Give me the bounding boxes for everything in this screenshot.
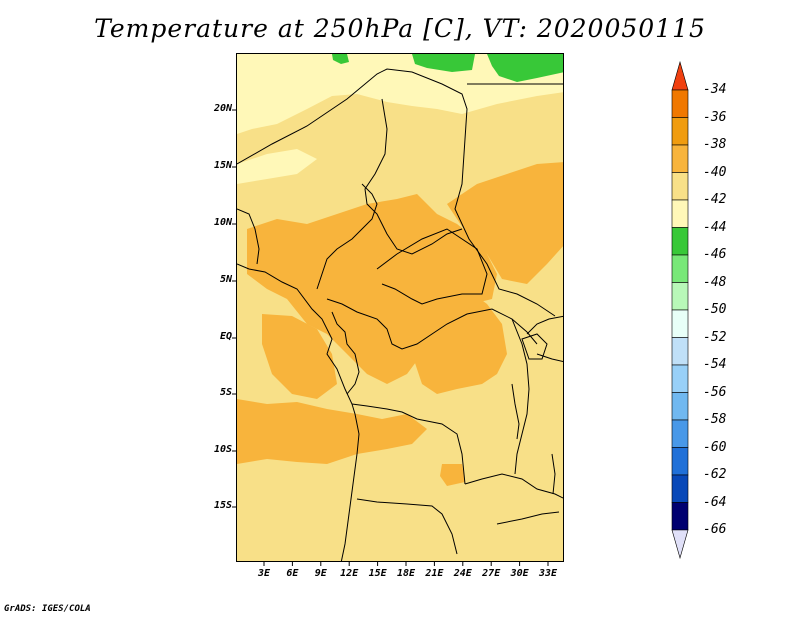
border-north-central — [364, 98, 463, 255]
border-zambia — [464, 473, 563, 499]
grads-credit: GrADS: IGES/COLA — [4, 604, 91, 614]
lake-malawi — [551, 453, 556, 495]
lon-label: 33E — [538, 568, 558, 579]
lat-label: 20N — [213, 103, 232, 114]
colorbar-band — [671, 199, 689, 228]
colorbar-band — [671, 254, 689, 283]
lon-label: 15E — [368, 568, 387, 579]
warm-band-west — [262, 314, 337, 399]
lat-label: 10S — [213, 444, 232, 455]
colorbar-label: -48 — [703, 274, 727, 290]
coastline-west — [237, 263, 360, 561]
colorbar-band — [671, 392, 689, 421]
lat-label: EQ — [219, 331, 232, 342]
lake-tanganyika — [511, 383, 520, 440]
colorbar-band — [671, 172, 689, 201]
colorbar-band — [671, 227, 689, 256]
colorbar-label: -34 — [703, 82, 727, 97]
warm-band-northeast — [447, 162, 563, 284]
map-title: Temperature at 250hPa [C], VT: 202005011… — [94, 14, 706, 43]
colorbar-label: -54 — [703, 357, 727, 372]
colorbar-band — [671, 419, 689, 448]
lon-label: 12E — [340, 568, 359, 579]
lon-label: 6E — [286, 568, 299, 579]
border-east-1 — [526, 315, 563, 335]
colorbar-label: -58 — [703, 412, 727, 427]
lon-label: 18E — [396, 568, 416, 579]
colorbar-band — [671, 144, 689, 173]
colorbar-label: -44 — [703, 219, 727, 235]
border-east-2 — [536, 353, 563, 363]
colorbar-label: -38 — [703, 137, 727, 152]
green-patch-left — [332, 54, 349, 64]
colorbar-label: -52 — [703, 329, 727, 345]
border-angola-north — [351, 403, 466, 485]
border-mozambique — [496, 511, 560, 525]
lake-victoria — [521, 333, 548, 360]
lon-label: 21E — [425, 568, 444, 579]
border-car — [376, 228, 488, 305]
green-patch-top — [412, 54, 475, 72]
lat-label: 5S — [219, 387, 232, 398]
warm-band-central — [247, 194, 497, 384]
colorbar-band — [671, 309, 689, 338]
colorbar-label: -56 — [703, 384, 727, 400]
lon-label: 30E — [510, 568, 529, 579]
colorbar-band — [671, 89, 689, 118]
border-congo-north — [326, 298, 538, 350]
colorbar-label: -36 — [703, 109, 727, 125]
colorbar-bottom-arrow — [671, 529, 689, 560]
warm-patch-south — [440, 464, 465, 486]
country-borders — [237, 68, 563, 561]
lat-label: 15N — [213, 160, 232, 171]
colorbar-label: -64 — [703, 494, 727, 510]
colorbar — [671, 60, 689, 560]
warm-band-east — [402, 264, 507, 394]
lon-label: 24E — [453, 568, 472, 579]
border-angola-south — [356, 498, 458, 555]
colorbar-band — [671, 117, 689, 146]
lat-label: 15S — [213, 500, 232, 511]
colorbar-label: -40 — [703, 164, 727, 180]
green-patch-right — [487, 54, 563, 82]
lon-label: 9E — [314, 568, 327, 579]
lat-label: 5N — [219, 274, 232, 285]
map-panel — [236, 53, 564, 562]
border-gabon — [331, 311, 360, 395]
border-sahara — [237, 68, 556, 317]
colorbar-band — [671, 282, 689, 311]
temperature-map — [237, 54, 563, 561]
cool-region-north — [237, 54, 563, 134]
border-west-strip — [237, 208, 260, 265]
colorbar-top-arrow — [671, 60, 689, 91]
colorbar-band — [671, 447, 689, 476]
colorbar-band — [671, 502, 689, 531]
lat-label: 10N — [213, 217, 232, 228]
border-drc-east — [511, 318, 530, 475]
warm-band-southwest — [237, 399, 427, 464]
border-lake-chad — [316, 183, 378, 290]
lon-label: 3E — [257, 568, 271, 579]
colorbar-label: -46 — [703, 247, 727, 262]
colorbar-band — [671, 337, 689, 366]
colorbar-label: -60 — [703, 439, 727, 455]
colorbar-label: -42 — [703, 192, 727, 207]
colorbar-band — [671, 474, 689, 503]
colorbar-band — [671, 364, 689, 393]
lon-label: 27E — [482, 568, 501, 579]
cool-region-north-west — [237, 149, 317, 184]
colorbar-label: -50 — [703, 302, 727, 317]
colorbar-label: -62 — [703, 467, 727, 482]
colorbar-label: -66 — [703, 522, 727, 537]
